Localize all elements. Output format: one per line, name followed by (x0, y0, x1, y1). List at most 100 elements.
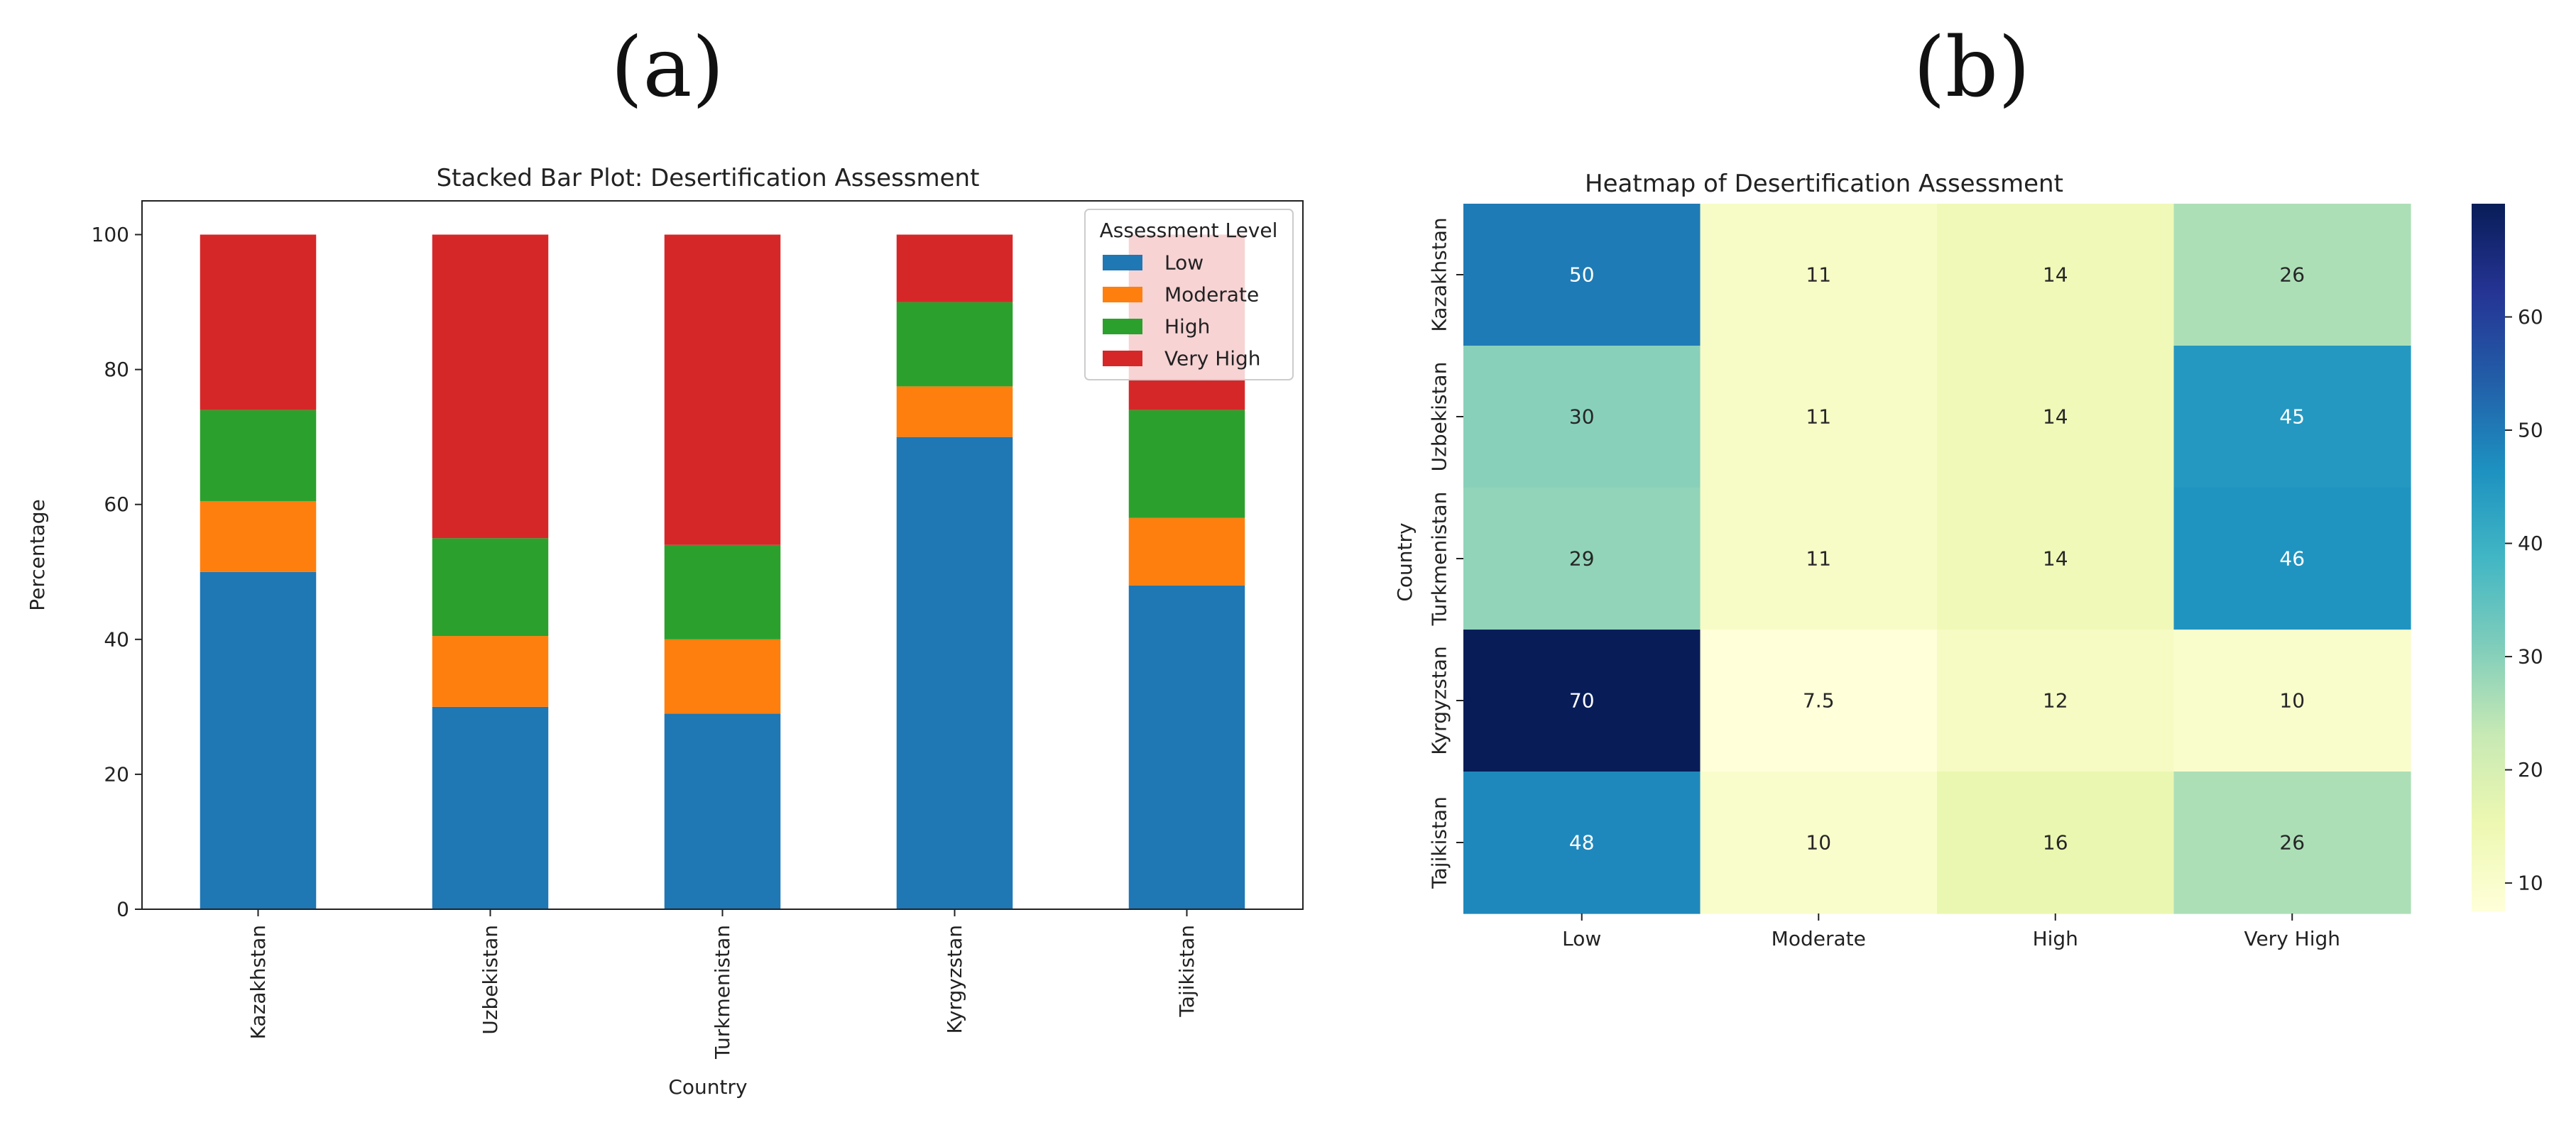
bar-segment (664, 234, 781, 545)
x-tick-label: Kyrgyzstan (943, 925, 966, 1033)
legend-box (1084, 209, 1294, 380)
y-tick-label: 20 (104, 762, 129, 786)
bar-chart-title: Stacked Bar Plot: Desertification Assess… (437, 164, 980, 192)
column-label: High (2033, 927, 2078, 950)
row-label: Turkmenistan (1428, 492, 1451, 627)
heatmap-cell-label: 12 (2043, 689, 2068, 713)
heatmap-cell (1937, 346, 2175, 488)
heatmap-cell (1700, 346, 1938, 488)
bar-plot-frame (141, 200, 1304, 910)
heatmap-cell (1937, 204, 2175, 346)
bar-segment (432, 234, 549, 539)
bar-segment (200, 571, 317, 909)
column-label: Moderate (1772, 927, 1866, 950)
bar-segment (200, 410, 317, 501)
colorbar-ticks: 10 20 30 40 50 60 (2505, 305, 2543, 895)
heatmap-cell-label: 50 (1569, 263, 1595, 287)
heatmap-cell-label: 26 (2279, 831, 2305, 855)
heatmap-cell-label: 45 (2279, 405, 2305, 429)
heatmap-cell-label: 7.5 (1803, 689, 1835, 713)
colorbar-tick-label: 20 (2518, 758, 2543, 781)
legend-label: Low (1164, 251, 1204, 275)
bar-segment (896, 386, 1013, 437)
heatmap-cell-label: 11 (1806, 405, 1831, 429)
bar-segment (896, 437, 1013, 909)
legend: Assessment Level Low Moderate High Very Hig… (1084, 209, 1294, 380)
heatmap-cell-label: 26 (2279, 263, 2305, 287)
y-axis-ticks: 0 20 40 60 80 100 (92, 223, 142, 921)
stacked-bar-panel: (a) Stacked Bar Plot: Desertification As… (26, 20, 1304, 1099)
legend-swatch (1103, 351, 1142, 366)
bar-y-axis-label: Percentage (26, 499, 49, 611)
bar-segment (200, 500, 317, 572)
legend-title: Assessment Level (1100, 219, 1278, 242)
heatmap-column-labels: Low Moderate High Very High (1562, 913, 2340, 950)
bar-series-group (200, 234, 1245, 909)
y-tick-label: 80 (104, 358, 129, 381)
heatmap-row-labels: Kazakhstan Uzbekistan Turkmenistan Kyrgyzst… (1428, 217, 1463, 889)
heatmap-cell (2173, 346, 2411, 488)
heatmap-cell (1463, 772, 1701, 914)
heatmap-title: Heatmap of Desertification Assessment (1585, 170, 2063, 198)
heatmap-cells: 50 11 14 26 30 11 14 45 29 11 14 46 70 7.5 12 10 48 10 16 2… (1463, 204, 2411, 914)
row-label: Tajikistan (1428, 796, 1451, 889)
bar-segment (896, 302, 1013, 387)
heatmap-cell (2173, 630, 2411, 772)
row-label: Kazakhstan (1428, 217, 1451, 331)
heatmap-cell (1700, 204, 1938, 346)
x-axis-ticks: Kazakhstan Uzbekistan Turkmenistan Kyrgyzst… (246, 909, 1199, 1060)
heatmap-cell-label: 70 (1569, 689, 1595, 713)
column-label: Low (1562, 927, 1601, 950)
row-label: Kyrgyzstan (1428, 646, 1451, 754)
panel-b-label: (b) (1914, 20, 2031, 116)
legend-label: High (1164, 315, 1210, 339)
heatmap-cell (1700, 772, 1938, 914)
bar-segment (200, 234, 317, 410)
x-tick-label: Turkmenistan (711, 925, 734, 1060)
bar-segment (664, 713, 781, 909)
legend-label: Moderate (1164, 283, 1259, 307)
x-tick-label: Kazakhstan (246, 925, 270, 1039)
heatmap-cell-label: 11 (1806, 547, 1831, 571)
heatmap-cell (1700, 630, 1938, 772)
bar-segment (896, 234, 1013, 302)
legend-swatch (1103, 255, 1142, 270)
bar-segment (432, 636, 549, 707)
bar-segment (1128, 585, 1245, 909)
heatmap-cell-label: 29 (1569, 547, 1595, 571)
heatmap-cell-label: 11 (1806, 263, 1831, 287)
heatmap-cell (2173, 772, 2411, 914)
colorbar-tick-label: 30 (2518, 645, 2543, 669)
colorbar-tick-label: 50 (2518, 419, 2543, 442)
column-label: Very High (2244, 927, 2340, 950)
bar-segment (1128, 410, 1245, 518)
bar-x-axis-label: Country (668, 1075, 747, 1099)
heatmap-cell (1937, 772, 2175, 914)
heatmap-panel: (b) Heatmap of Desertification Assessmen… (1393, 20, 2543, 950)
heatmap-cell (1463, 346, 1701, 488)
heatmap-cell (2173, 488, 2411, 630)
colorbar (2472, 204, 2505, 911)
heatmap-cell (1463, 488, 1701, 630)
heatmap-cell-label: 10 (1806, 831, 1831, 855)
panel-a-label: (a) (611, 20, 724, 116)
heatmap-cell (2173, 204, 2411, 346)
heatmap-cell (1463, 204, 1701, 346)
legend-swatch (1103, 287, 1142, 302)
heatmap-cell (1463, 630, 1701, 772)
heatmap-cell-label: 14 (2043, 263, 2068, 287)
bar-segment (664, 639, 781, 714)
heatmap-cell-label: 48 (1569, 831, 1595, 855)
colorbar-tick-label: 60 (2518, 305, 2543, 329)
x-tick-label: Uzbekistan (479, 925, 502, 1035)
y-tick-label: 0 (116, 898, 129, 921)
heatmap-cell (1937, 630, 2175, 772)
row-label: Uzbekistan (1428, 362, 1451, 472)
legend-swatch (1103, 319, 1142, 334)
bar-segment (432, 538, 549, 637)
heatmap-cell (1700, 488, 1938, 630)
heatmap-cell-label: 14 (2043, 547, 2068, 571)
heatmap-cell (1937, 488, 2175, 630)
y-tick-label: 40 (104, 627, 129, 651)
heatmap-cell-label: 14 (2043, 405, 2068, 429)
